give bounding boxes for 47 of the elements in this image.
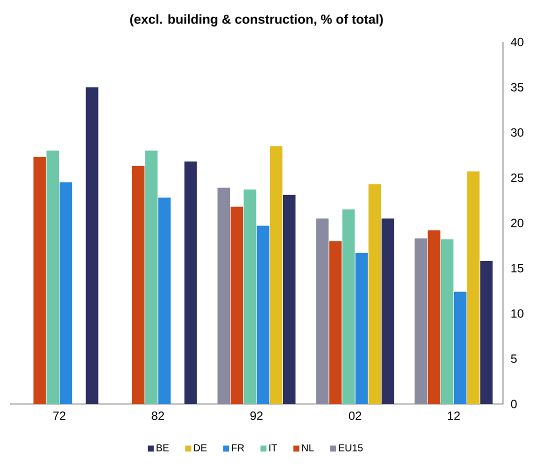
bar [480,260,493,404]
bar [218,188,230,404]
legend-label: NL [302,444,314,452]
bar [329,241,342,404]
y-tick-label: 0 [511,400,517,408]
bar [467,171,480,404]
bar [145,150,158,404]
bar [316,218,329,404]
bar [355,252,368,404]
bar [428,230,440,404]
x-tick-label: 72 [53,412,66,420]
bar [158,198,171,404]
bar [256,226,270,404]
legend-label: EU15 [338,444,363,452]
y-tick-label: 10 [511,309,524,318]
x-tick-label: 02 [348,412,362,420]
chart-title: (excl. building & construction, % of total) [130,14,383,26]
legend-label: IT [269,444,278,452]
bar [342,209,355,404]
bar [382,218,394,404]
bar [33,156,46,404]
y-tick-label: 5 [511,354,517,363]
bar [46,150,60,404]
legend-label: BE [156,444,169,452]
x-tick-label: 82 [152,412,164,420]
bar [132,166,145,404]
x-tick-label: 12 [448,412,460,420]
bar [454,292,466,404]
bar [414,238,428,404]
bar [86,87,98,404]
bar [283,194,296,404]
bar [230,206,244,404]
y-tick-label: 30 [510,128,524,137]
bar [184,161,197,404]
y-tick-label: 25 [511,173,524,182]
legend-label: FR [232,444,244,452]
y-tick-label: 35 [510,82,524,92]
bar [60,182,72,404]
bar [368,184,381,404]
x-tick-label: 92 [250,412,263,420]
legend-label: DE [194,444,207,452]
bar [440,239,454,404]
y-tick-label: 40 [510,38,524,46]
bar [244,190,256,404]
y-tick-label: 15 [511,264,524,272]
bar [270,146,282,404]
y-tick-label: 20 [511,218,524,228]
